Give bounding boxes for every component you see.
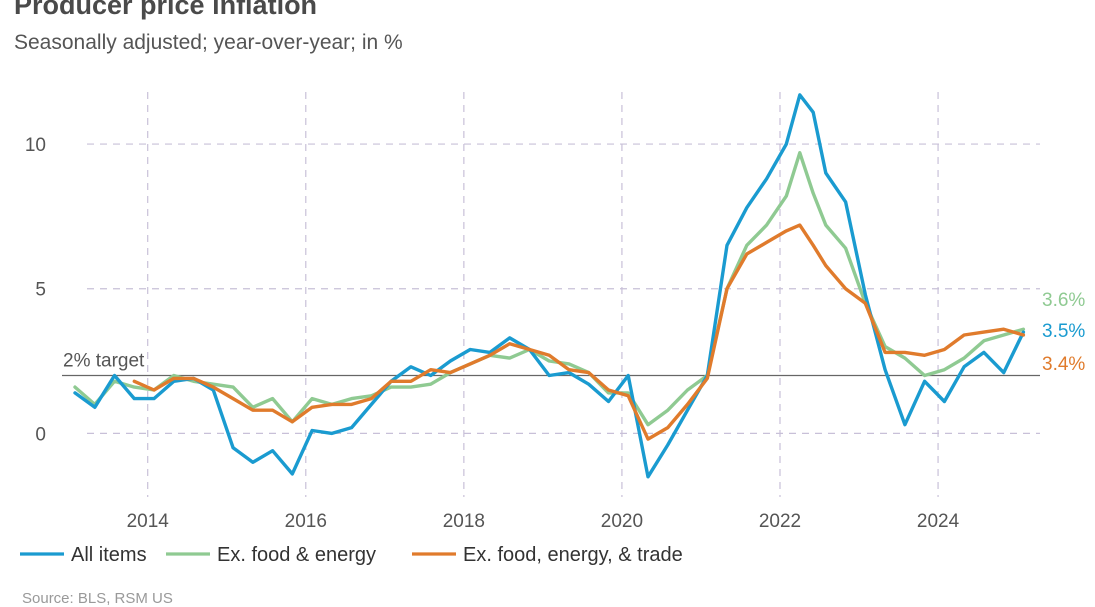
legend: All items Ex. food & energy Ex. food, ener… (20, 544, 683, 566)
source-note: Source: BLS, RSM US (22, 590, 173, 607)
end-labels: 3.5% 3.6% 3.4% (1042, 290, 1085, 375)
legend-label-all: All items (71, 544, 147, 566)
end-label-all: 3.5% (1042, 321, 1085, 342)
x-tick-label: 2020 (601, 511, 643, 532)
target-label: 2% target (63, 351, 145, 372)
series-line-all (73, 93, 1026, 479)
chart-title: Producer price inflation (14, 0, 318, 20)
chart-subtitle: Seasonally adjusted; year-over-year; in … (14, 31, 403, 54)
x-tick-label: 2024 (917, 511, 960, 532)
series-line-trade (132, 223, 1026, 441)
x-tick-label: 2022 (759, 511, 801, 532)
x-tick-label: 2018 (443, 511, 485, 532)
x-axis: 2014 2016 2018 2020 2022 2024 (127, 511, 960, 532)
y-tick-label: 10 (25, 135, 46, 156)
legend-label-trade: Ex. food, energy, & trade (463, 544, 683, 566)
x-tick-label: 2016 (285, 511, 327, 532)
grid-lines (87, 92, 1040, 497)
end-label-core: 3.6% (1042, 290, 1085, 311)
legend-label-core: Ex. food & energy (217, 544, 376, 566)
target-reference: 2% target (62, 351, 1040, 377)
series-lines (73, 93, 1026, 479)
y-tick-label: 5 (35, 280, 46, 301)
end-label-trade: 3.4% (1042, 354, 1085, 375)
x-tick-label: 2014 (127, 511, 170, 532)
y-axis: 0 5 10 (25, 135, 46, 445)
y-tick-label: 0 (35, 424, 46, 445)
